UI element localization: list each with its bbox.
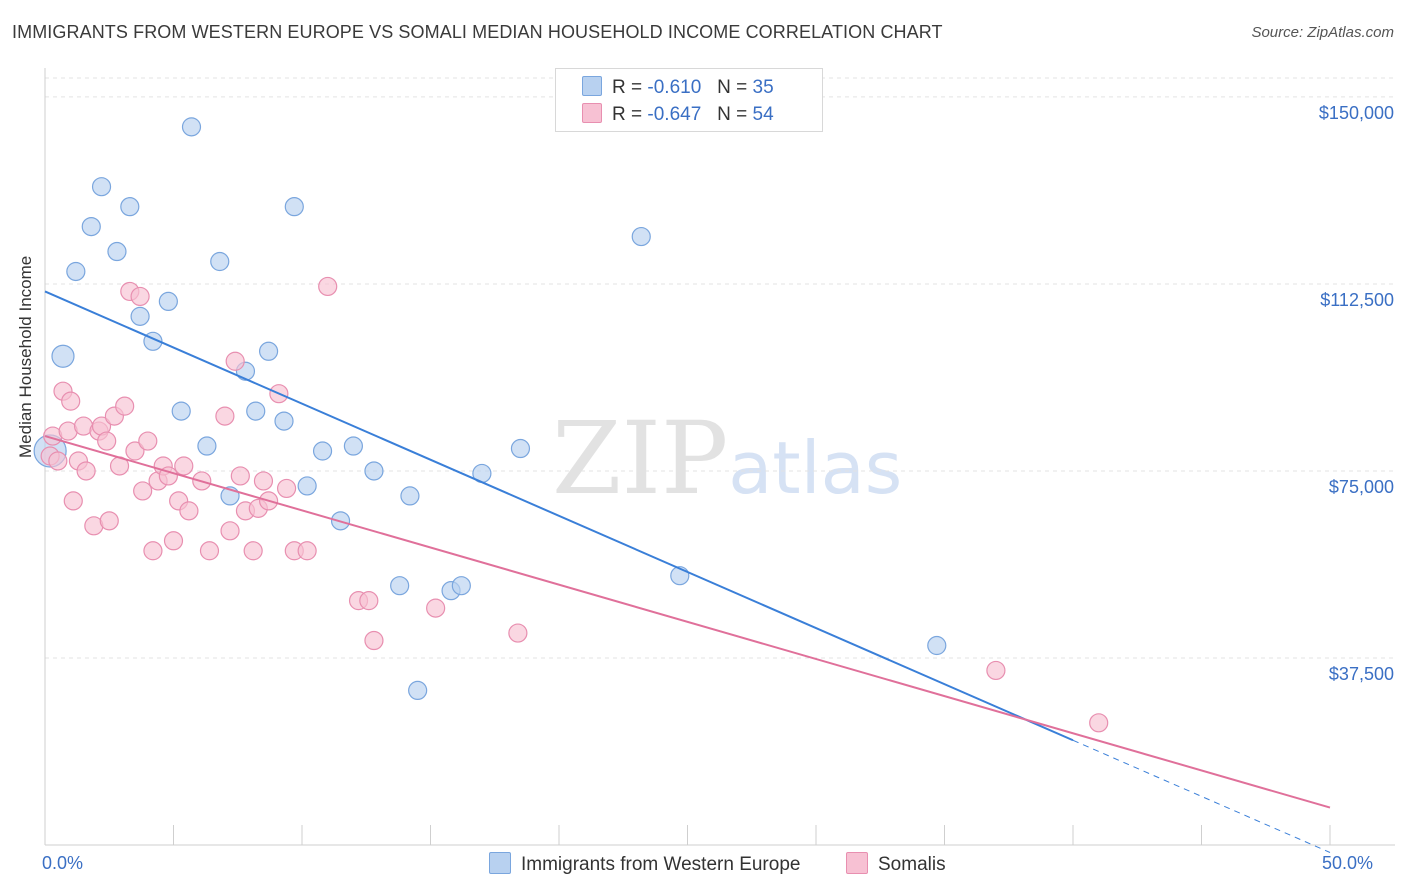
point-blue-4 <box>91 177 112 197</box>
point-pink-14 <box>99 511 119 531</box>
bottom-legend-blue-label: Immigrants from Western Europe <box>521 854 801 875</box>
point-blue-31 <box>510 438 531 459</box>
bottom-legend-swatch-blue <box>489 852 511 874</box>
point-pink-48 <box>359 591 379 611</box>
y-axis-label: Median Household Income <box>16 255 35 458</box>
point-blue-16 <box>246 401 266 421</box>
bottom-legend-pink-label: Somalis <box>878 854 946 875</box>
point-blue-7 <box>130 306 150 326</box>
watermark: ZIPatlas <box>552 400 902 517</box>
point-pink-46 <box>318 276 338 297</box>
point-pink-21 <box>133 481 153 501</box>
point-pink-19 <box>125 441 145 461</box>
point-pink-32 <box>199 541 220 561</box>
legend-blue-r-label: R = <box>612 77 643 98</box>
point-blue-25 <box>390 576 410 596</box>
point-blue-24 <box>364 461 384 481</box>
point-blue-9 <box>158 291 178 312</box>
point-pink-29 <box>174 456 194 476</box>
y-tick-label-2: $112,500 <box>1320 289 1394 310</box>
point-blue-20 <box>297 476 317 496</box>
point-blue-1 <box>51 344 75 368</box>
point-pink-2 <box>48 451 68 471</box>
point-pink-27 <box>163 531 184 551</box>
point-pink-30 <box>179 501 199 521</box>
point-blue-18 <box>274 411 294 431</box>
point-blue-6 <box>120 197 140 217</box>
point-blue-21 <box>312 441 333 461</box>
legend-blue-n-label: N = <box>717 77 748 98</box>
bottom-legend-blue: Immigrants from Western Europe <box>489 852 800 876</box>
point-pink-5 <box>61 391 81 411</box>
chart-title: IMMIGRANTS FROM WESTERN EUROPE VS SOMALI… <box>12 22 943 42</box>
point-pink-36 <box>230 466 250 486</box>
point-pink-38 <box>243 541 263 561</box>
x-tick-label-max: 50.0% <box>1322 853 1374 873</box>
y-tick-label-0: $37,500 <box>1328 663 1394 684</box>
point-pink-45 <box>297 541 317 561</box>
point-pink-33 <box>215 406 235 426</box>
legend-pink-r-value: -0.647 <box>647 104 702 125</box>
point-pink-6 <box>63 491 83 511</box>
legend-row-blue: R = -0.610 N = 35 <box>582 76 774 99</box>
legend-row-pink: R = -0.647 N = 54 <box>582 103 774 126</box>
point-blue-10 <box>171 401 191 421</box>
point-pink-51 <box>508 623 528 643</box>
point-pink-49 <box>364 630 384 651</box>
point-pink-13 <box>97 431 117 451</box>
point-pink-35 <box>225 351 245 371</box>
bottom-legend-swatch-pink <box>846 852 868 874</box>
point-pink-40 <box>253 471 274 491</box>
legend-pink-n-value: 54 <box>752 104 774 125</box>
legend-pink-r-label: R = <box>612 104 643 125</box>
point-pink-23 <box>143 541 163 561</box>
point-pink-52 <box>986 660 1006 681</box>
point-pink-43 <box>276 478 297 499</box>
legend-swatch-pink <box>582 103 602 123</box>
watermark-atlas: atlas <box>728 426 903 510</box>
trendline-pink <box>44 435 1331 809</box>
legend-blue-n-value: 35 <box>752 77 774 98</box>
point-blue-29 <box>451 576 471 596</box>
y-tick-label-3: $150,000 <box>1318 102 1394 123</box>
watermark-zip: ZIP <box>552 400 729 517</box>
point-pink-50 <box>426 598 446 618</box>
point-pink-20 <box>130 286 150 307</box>
point-blue-17 <box>258 341 279 361</box>
point-pink-9 <box>76 461 96 481</box>
point-blue-23 <box>343 436 363 456</box>
point-pink-17 <box>115 396 135 416</box>
point-blue-26 <box>400 486 420 506</box>
point-blue-2 <box>66 261 86 282</box>
point-blue-32 <box>631 226 651 247</box>
x-tick-label-min: 0.0% <box>42 853 84 873</box>
point-blue-5 <box>107 241 127 262</box>
legend-pink-n-label: N = <box>717 104 748 125</box>
point-pink-22 <box>138 431 158 451</box>
trendline-blue-extension <box>1072 739 1331 853</box>
point-blue-19 <box>284 197 304 217</box>
point-pink-53 <box>1089 713 1109 733</box>
y-tick-label-1: $75,000 <box>1328 476 1394 497</box>
point-blue-13 <box>210 251 230 272</box>
legend-blue-r-value: -0.610 <box>647 77 702 98</box>
bottom-legend-pink: Somalis <box>846 852 946 876</box>
trendline-blue <box>44 290 1074 742</box>
legend-swatch-blue <box>582 76 602 96</box>
point-pink-34 <box>220 521 240 541</box>
point-blue-3 <box>81 217 101 237</box>
correlation-legend: R = -0.610 N = 35 R = -0.647 N = 54 <box>555 68 823 132</box>
source-label: Source: ZipAtlas.com <box>1251 24 1394 41</box>
point-blue-12 <box>197 436 217 456</box>
point-blue-11 <box>181 117 202 137</box>
point-blue-27 <box>408 680 428 701</box>
point-blue-34 <box>927 635 947 656</box>
